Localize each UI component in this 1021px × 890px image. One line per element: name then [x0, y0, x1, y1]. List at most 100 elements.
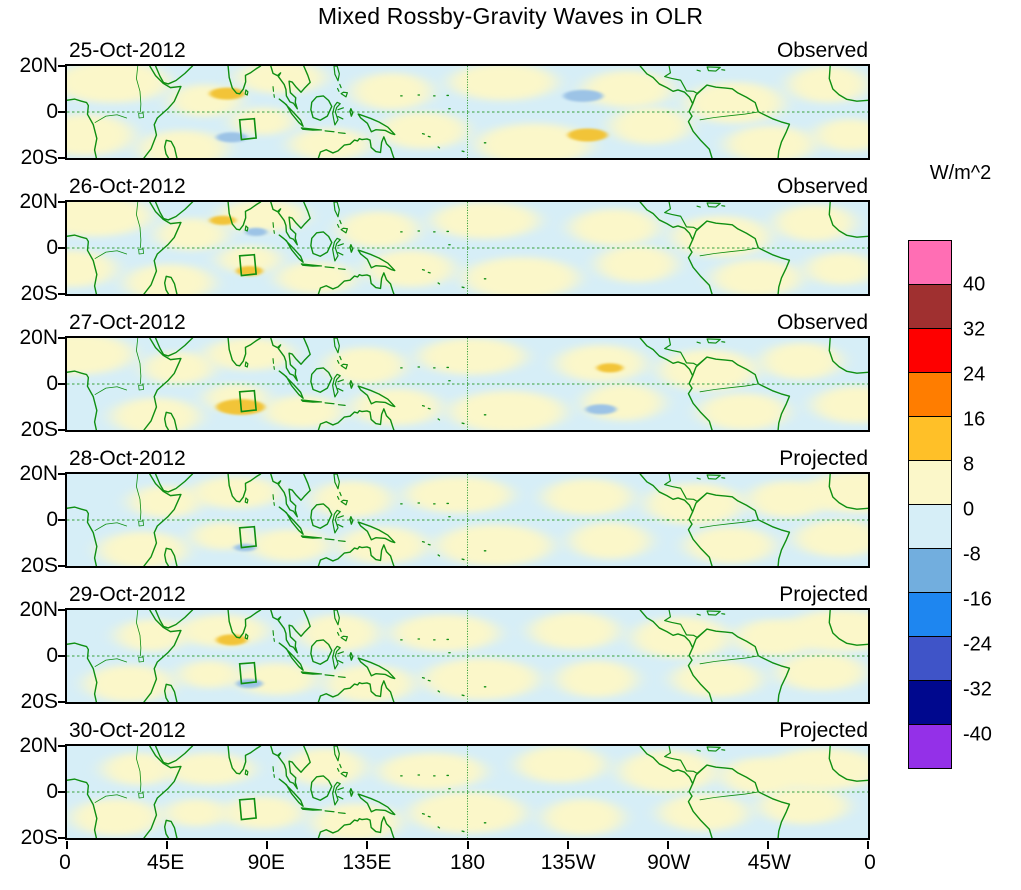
- coastline: [271, 610, 310, 653]
- colorbar-band: [908, 548, 952, 593]
- colorbar: [908, 240, 952, 769]
- positive-anomaly-contour: [418, 338, 526, 375]
- coastline: [401, 775, 669, 832]
- panel-date-label: 29-Oct-2012: [69, 583, 186, 606]
- coastline: [165, 276, 177, 294]
- coastline: [665, 746, 707, 773]
- coastline: [156, 202, 193, 220]
- y-axis-tick-label: 0: [46, 236, 58, 259]
- colorbar-band: [908, 284, 952, 329]
- colorbar-tick-label: -40: [963, 723, 992, 746]
- positive-anomaly-contour: [222, 796, 303, 829]
- x-axis-tick-label: 45E: [146, 851, 185, 874]
- positive-anomaly-contour: [289, 128, 370, 158]
- y-axis-tick-label: 20S: [20, 418, 58, 441]
- coastline: [165, 140, 177, 158]
- positive-anomaly-contour: [609, 107, 690, 145]
- coastline: [228, 610, 260, 638]
- coastline: [688, 765, 789, 838]
- coastline: [245, 362, 248, 367]
- x-axis-tick-mark: [166, 841, 169, 849]
- coastline: [334, 610, 347, 641]
- map-panel: 28-Oct-2012 Projected 20N 0 20S: [19, 444, 870, 580]
- coastline: [311, 640, 332, 664]
- coastline: [67, 507, 97, 566]
- map-svg: [67, 610, 868, 702]
- positive-anomaly-contour: [556, 344, 646, 382]
- coastline: [311, 232, 332, 256]
- x-axis-tick-label: 90W: [647, 851, 691, 874]
- coastline: [273, 359, 274, 370]
- positive-anomaly-contour: [645, 483, 744, 525]
- region-outline-box: [240, 119, 256, 140]
- positive-anomaly-contour: [142, 351, 214, 384]
- panel-date-label: 26-Oct-2012: [69, 175, 186, 198]
- y-axis-tick-mark: [58, 383, 66, 385]
- coastline: [156, 474, 193, 492]
- coastline: [144, 202, 181, 294]
- y-axis-tick-label: 0: [46, 372, 58, 395]
- positive-anomaly-contour: [218, 245, 281, 274]
- coastline: [333, 102, 344, 125]
- map-panel: 27-Oct-2012 Observed 20N 0 20S: [19, 308, 870, 444]
- y-axis-tick-label: 20S: [20, 282, 58, 305]
- positive-anomaly-contour: [449, 390, 566, 430]
- coastline: [301, 808, 345, 814]
- coastline: [273, 631, 274, 642]
- coastline: [640, 610, 693, 648]
- positive-anomaly-contour: [596, 245, 677, 283]
- coastline: [665, 474, 707, 501]
- positive-anomaly-contour: [209, 215, 237, 225]
- coastline: [318, 681, 393, 702]
- coastline: [301, 672, 345, 678]
- coastline: [273, 87, 274, 98]
- coastline: [139, 657, 144, 662]
- coastline: [279, 643, 303, 670]
- coastline: [279, 235, 303, 262]
- coastline: [350, 517, 395, 543]
- colorbar-tick-label: 24: [963, 363, 986, 386]
- coastline: [665, 202, 707, 229]
- coastline: [640, 338, 693, 376]
- colorbar-ticks: 40 32 24 16 8 0 -8 -16 -24 -32 -40: [963, 240, 1018, 780]
- coastline: [156, 610, 193, 628]
- colorbar-band: [908, 372, 952, 417]
- coastline: [245, 770, 248, 775]
- panel-date-label: 27-Oct-2012: [69, 311, 186, 334]
- coastline: [301, 400, 345, 406]
- positive-anomaly-contour: [436, 524, 553, 566]
- coastline: [333, 374, 344, 397]
- x-axis: 0 45E 90E 135E 180 135W 90W 45W 0: [59, 851, 876, 883]
- coastline: [697, 611, 725, 615]
- panel-date-label: 25-Oct-2012: [69, 39, 186, 62]
- positive-anomaly-contour: [658, 794, 748, 832]
- coastline: [95, 202, 758, 259]
- y-axis-tick-label: 20N: [19, 462, 58, 485]
- coastline: [279, 779, 303, 806]
- map-svg: [67, 746, 868, 838]
- positive-anomaly-contour: [71, 798, 161, 836]
- coastline: [333, 646, 344, 669]
- negative-anomaly-contour: [245, 227, 268, 237]
- y-axis-tick-mark: [58, 745, 66, 747]
- colorbar-band: [908, 724, 952, 769]
- coastline: [301, 128, 345, 134]
- y-axis-tick-label: 20N: [19, 54, 58, 77]
- negative-anomaly-contour: [216, 132, 248, 143]
- positive-anomaly-contour: [569, 522, 650, 560]
- coastline: [829, 66, 868, 101]
- positive-anomaly-contour: [776, 653, 866, 691]
- x-axis-tick-label: 135E: [342, 851, 392, 874]
- coastline: [688, 629, 789, 702]
- coastline: [271, 746, 310, 789]
- panel-date-label: 28-Oct-2012: [69, 447, 186, 470]
- map-area: 20N 0 20S: [19, 735, 870, 849]
- coastline: [401, 503, 669, 560]
- positive-anomaly-contour: [449, 66, 557, 101]
- coastline: [165, 684, 177, 702]
- coastline: [333, 510, 344, 533]
- coastline: [829, 202, 868, 237]
- map-area: 20N 0 20S: [19, 599, 870, 712]
- panel-status-label: Observed: [776, 39, 868, 62]
- colorbar-band: [908, 460, 952, 505]
